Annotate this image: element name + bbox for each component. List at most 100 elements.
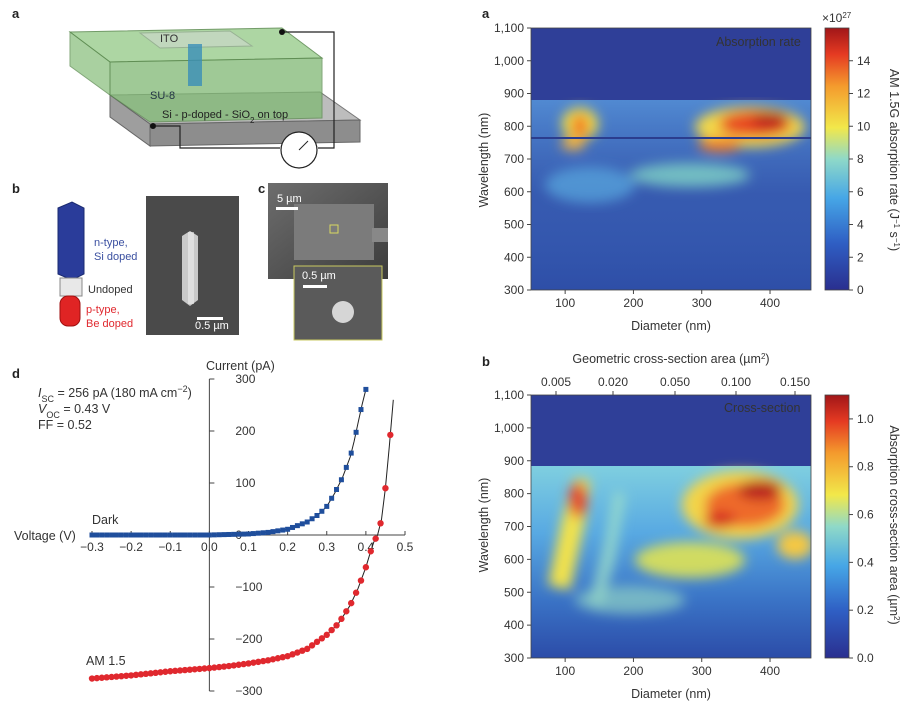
am15-data-point xyxy=(299,647,306,654)
colorbar-tick-label: 4 xyxy=(857,218,864,232)
dark-data-point xyxy=(206,532,212,538)
am15-data-point xyxy=(215,663,223,671)
am15-data-point xyxy=(118,672,125,680)
iv-x-tick-label: −0.2 xyxy=(119,540,143,554)
heatmap-y-tick-label: 800 xyxy=(504,119,524,133)
colorbar-tick-label: 0.8 xyxy=(857,460,874,474)
dark-data-point xyxy=(104,532,110,538)
heatmap-y-tick-label: 1,100 xyxy=(494,21,524,35)
colorbar-tick-label: 12 xyxy=(857,87,871,101)
am15-data-point xyxy=(377,520,384,527)
dark-label: Dark xyxy=(92,513,119,527)
dark-data-point xyxy=(226,531,232,537)
dark-data-point xyxy=(334,487,340,492)
colorbar-tick-label: 0.2 xyxy=(857,603,874,617)
dark-data-point xyxy=(172,532,178,538)
si-doped-label: Si doped xyxy=(94,251,137,263)
dark-data-point xyxy=(201,532,207,538)
colorbar-a xyxy=(824,27,850,291)
ammeter-needle xyxy=(298,140,309,151)
band-b6 xyxy=(575,586,685,614)
dark-data-point xyxy=(236,531,242,537)
nanowire-illustration: n-type, Si doped Undoped p-type, Be dope… xyxy=(57,201,137,330)
dark-data-point xyxy=(329,495,335,501)
am15-data-point xyxy=(147,670,154,677)
am15-data-point xyxy=(294,649,301,656)
hotspot-a4 xyxy=(698,138,742,152)
dark-data-point xyxy=(221,532,227,538)
am15-data-point xyxy=(255,658,262,666)
colorbar-tick-label: 10 xyxy=(857,119,871,133)
colorbar-tick-label: 14 xyxy=(857,54,871,68)
si-label: Si - p-doped - SiO2 on top xyxy=(162,109,288,125)
dark-data-point xyxy=(290,524,296,530)
be-doped-label: Be doped xyxy=(86,318,133,330)
heatmap-x-tick-label: 400 xyxy=(760,664,780,678)
am15-data-point xyxy=(235,661,242,668)
dark-data-point xyxy=(192,532,198,538)
dark-data-point xyxy=(250,531,256,537)
sem-pad xyxy=(294,204,374,260)
am15-data-point xyxy=(333,622,340,629)
heatmap-y-tick-label: 800 xyxy=(504,487,524,501)
substrate-side xyxy=(109,94,151,147)
dark-data-point xyxy=(138,532,144,538)
am15-data-point xyxy=(343,608,350,615)
iv-ylabel: Current (pA) xyxy=(206,359,275,373)
heatmap-a-axes: 100 200 300 400 300 400 500 600 700 800 900 1,000 1,… xyxy=(494,21,780,310)
iv-x-tick-label: −0.1 xyxy=(158,540,182,554)
am15-data-point xyxy=(289,651,296,658)
dark-data-point xyxy=(309,516,315,522)
ito-label: ITO xyxy=(160,33,179,45)
dark-data-point xyxy=(143,532,149,538)
contact-dot-bottom xyxy=(150,123,156,129)
dark-data-point xyxy=(148,532,154,538)
heatmap-y-tick-label: 300 xyxy=(504,283,524,297)
am15-data-point xyxy=(372,535,379,542)
panel-label-a-left: a xyxy=(12,6,20,21)
heatmap-y-tick-label: 900 xyxy=(504,454,524,468)
am15-data-point xyxy=(230,662,238,669)
dark-data-point xyxy=(270,529,276,535)
iv-x-tick-label: 0.1 xyxy=(240,540,257,554)
iv-y-tick-label: 200 xyxy=(235,424,255,438)
heatmap-y-tick-label: 900 xyxy=(504,87,524,101)
heatmap-a-xlabel: Diameter (nm) xyxy=(631,319,711,333)
am15-data-point xyxy=(123,672,130,679)
scale-label-05um: 0.5 µm xyxy=(302,270,336,282)
dark-data-point xyxy=(353,429,359,435)
panel-label-a-right: a xyxy=(482,6,490,21)
panel-label-c: c xyxy=(258,181,265,196)
am15-data-point xyxy=(259,657,267,665)
colorbar-b-ticks: 0.0 0.2 0.4 0.6 0.8 1.0 xyxy=(849,412,874,665)
am15-data-point xyxy=(367,548,374,555)
ito-pad xyxy=(138,30,254,49)
heatmap-y-tick-label: 400 xyxy=(504,618,524,632)
hotspot-b2-core xyxy=(738,480,782,500)
p-type-segment xyxy=(59,295,81,327)
colorbar-a-multiplier: ×1027 xyxy=(822,11,852,26)
heatmap-b-top-label: Geometric cross-section area (µm2) xyxy=(572,352,769,367)
am15-data-point xyxy=(338,615,345,623)
iv-xlabel: Voltage (V) xyxy=(14,529,76,543)
heatmap-y-tick-label: 600 xyxy=(504,185,524,199)
am15-data-point xyxy=(323,631,330,639)
iv-series xyxy=(88,386,394,682)
substrate-front xyxy=(149,119,361,147)
dark-data-point xyxy=(167,532,173,538)
heatmap-x-tick-label: 300 xyxy=(692,296,712,310)
iv-y-tick-label: 100 xyxy=(235,476,255,490)
dark-data-point xyxy=(338,477,344,483)
dark-data-point xyxy=(177,532,183,538)
colorbar-tick-label: 6 xyxy=(857,185,864,199)
dark-data-point xyxy=(319,508,325,514)
am15-data-point xyxy=(108,673,115,681)
hotspot-a1-inner xyxy=(571,114,589,138)
dark-data-point xyxy=(265,529,271,535)
dark-data-point xyxy=(187,532,193,538)
am15-data-point xyxy=(220,663,228,670)
am15-data-point xyxy=(127,672,135,679)
am15-data-point xyxy=(245,660,252,667)
heatmap-a-image xyxy=(531,28,811,290)
am15-data-point xyxy=(357,577,365,584)
